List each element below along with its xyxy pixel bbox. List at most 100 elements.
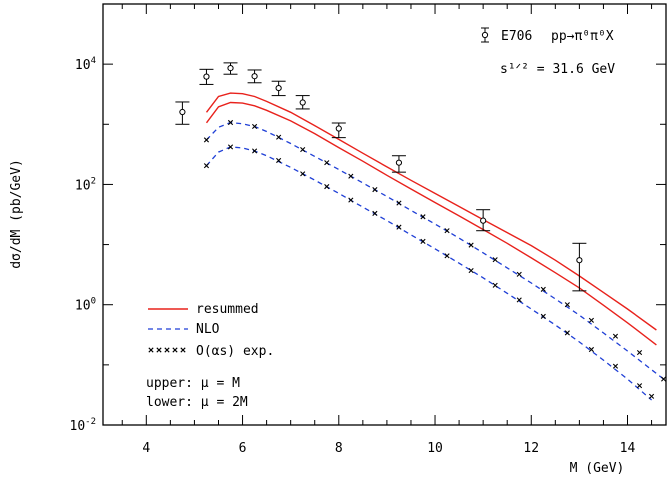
marker-stroke-b (227, 119, 234, 126)
marker-stroke-b (648, 393, 655, 399)
marker-stroke-b (516, 297, 522, 303)
series-resummed-lower-line (205, 101, 657, 346)
marker-stroke-b (564, 330, 570, 336)
series-expansion-upper-marker (300, 146, 306, 153)
series-expansion-upper-marker (540, 286, 546, 292)
series-expansion-upper-marker (251, 123, 258, 130)
series-expansion-lower-marker (324, 184, 330, 190)
legend-marker-stroke-b (172, 347, 178, 353)
data-point (199, 68, 214, 85)
series-expansion-upper-marker (444, 228, 450, 234)
marker-stroke-b (420, 238, 426, 244)
series-expansion-upper-marker (516, 271, 522, 277)
x-tick-label: 6 (239, 441, 247, 456)
y-axis-title: dσ/dM (pb/GeV) (9, 159, 24, 269)
marker-stroke-b (612, 333, 619, 339)
marker-stroke-b (516, 271, 522, 277)
series-expansion-lower-marker (468, 267, 474, 274)
marker-stroke-b (372, 187, 378, 193)
series-expansion-upper-marker (372, 187, 378, 193)
data-point (331, 122, 346, 139)
marker-stroke-b (251, 148, 258, 154)
process-label: pp→π⁰π⁰X (551, 29, 614, 44)
series-expansion-upper-marker (227, 119, 234, 126)
data-marker (299, 99, 306, 106)
y-tick-label: 10-2 (70, 417, 97, 434)
series-expansion-lower-marker (588, 346, 595, 353)
series-expansion-upper-marker (348, 173, 354, 179)
series-expansion-lower-marker (648, 393, 655, 399)
marker-stroke-b (468, 267, 474, 274)
marker-stroke-b (612, 363, 619, 369)
series-expansion-lower-marker (540, 313, 546, 319)
series-expansion-lower-marker (251, 148, 258, 154)
marker-stroke-b (372, 210, 378, 216)
series-expansion-lower-marker (348, 197, 354, 203)
series-expansion-upper-marker (396, 200, 402, 206)
marker-stroke-b (588, 317, 595, 323)
series-expansion-lower-marker (300, 171, 306, 177)
series-expansion-lower-marker (276, 157, 282, 164)
data-marker (275, 84, 282, 92)
marker-stroke-b (227, 144, 234, 150)
series-expansion-upper-marker (612, 333, 619, 339)
marker-stroke-b (636, 349, 643, 356)
data-marker (480, 217, 487, 224)
data-marker (335, 125, 342, 132)
series-expansion-upper-marker (661, 376, 667, 382)
marker-stroke-b (203, 163, 210, 169)
marker-stroke-b (276, 134, 282, 140)
data-point (391, 155, 406, 173)
series-expansion-lower-marker (564, 330, 570, 336)
series-expansion-upper-marker (203, 137, 210, 143)
legend-expansion-label: O(αs) exp. (196, 344, 274, 359)
series-legend: resummed NLO O(αs) exp. upper: μ = M low… (146, 302, 274, 410)
data-point (572, 242, 587, 292)
marker-stroke-b (324, 160, 330, 166)
marker-stroke-b (444, 228, 450, 234)
series-expansion-lower-marker (420, 238, 426, 244)
marker-stroke-b (492, 257, 498, 263)
marker-stroke-b (348, 173, 354, 179)
upper-scale-label: upper: μ = M (146, 376, 240, 391)
data-point (295, 95, 310, 110)
marker-stroke-b (636, 383, 643, 389)
series-expansion-upper-marker (636, 349, 643, 356)
marker-stroke-b (444, 253, 450, 259)
marker-stroke-b (251, 123, 258, 130)
data-marker (203, 73, 210, 80)
data-point (223, 62, 238, 75)
legend-resummed-label: resummed (196, 302, 259, 317)
series-expansion-upper-marker (564, 302, 570, 308)
x-tick-label: 14 (620, 441, 636, 456)
legend-nlo-label: NLO (196, 322, 220, 337)
marker-stroke-b (564, 302, 570, 308)
marker-stroke-b (300, 171, 306, 177)
series-expansion-lower-marker (227, 144, 234, 150)
series-expansion-lower-marker (516, 297, 522, 303)
legend-markers (148, 347, 186, 353)
series-layer (203, 92, 667, 401)
x-tick-label: 10 (427, 441, 443, 456)
marker-stroke-b (540, 313, 546, 319)
series-expansion-lower-marker (203, 163, 210, 169)
legend-datapoint-icon (481, 31, 489, 39)
data-marker (395, 159, 403, 166)
x-tick-label: 4 (142, 441, 150, 456)
data-marker (227, 64, 234, 72)
y-tick-label: 100 (75, 297, 96, 314)
series-expansion-lower-marker (612, 363, 619, 369)
energy-label: s¹ᐟ² = 31.6 GeV (500, 62, 615, 77)
series-resummed-upper-line (205, 92, 657, 331)
marker-stroke-b (468, 242, 474, 248)
marker-stroke-b (492, 282, 498, 288)
marker-stroke-b (203, 137, 210, 143)
legend-marker-stroke-b (148, 347, 154, 353)
series-expansion-upper-marker (276, 134, 282, 140)
x-axis-title: M (GeV) (570, 461, 625, 476)
data-marker (179, 108, 186, 116)
series-expansion-lower-marker (444, 253, 450, 259)
series-expansion-upper-marker (588, 317, 595, 323)
series-expansion-lower-marker (372, 210, 378, 216)
legend-marker-stroke-b (180, 347, 186, 353)
